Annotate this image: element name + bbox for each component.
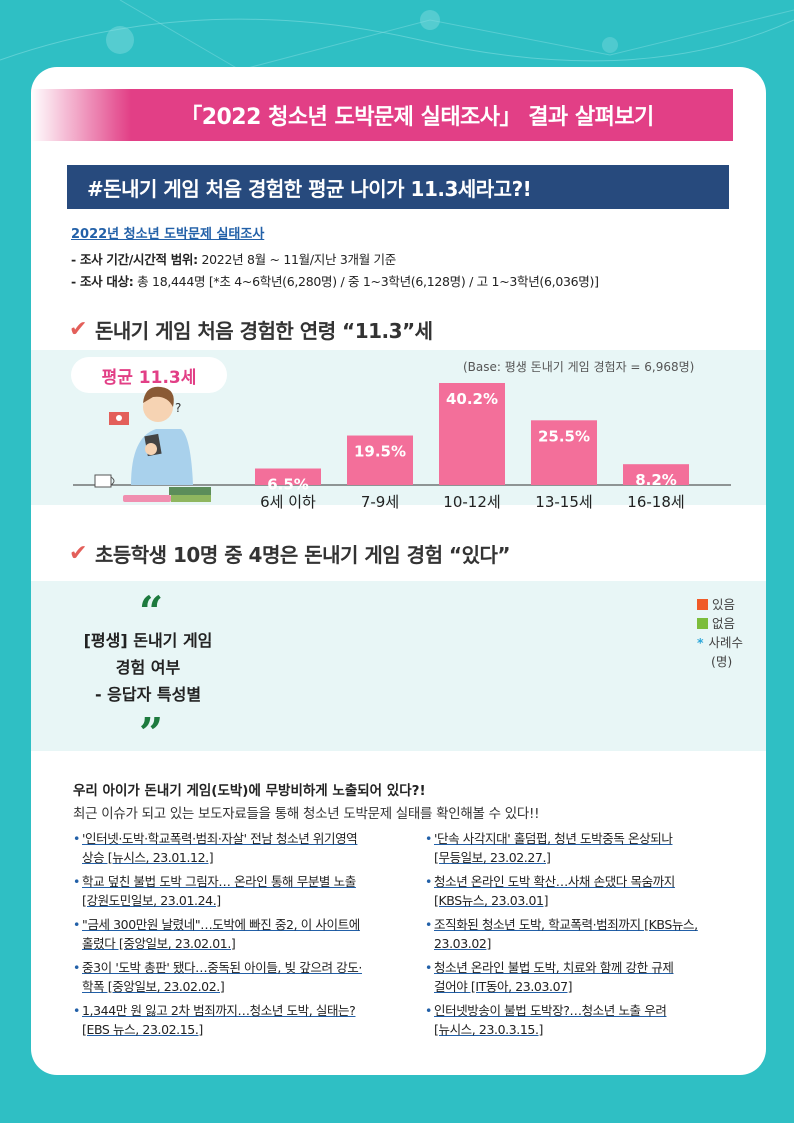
- legend-cases-unit: (명): [711, 654, 733, 669]
- age-category-label: 6세 이하: [260, 493, 316, 511]
- news-item[interactable]: 학교 덮친 불법 도박 그림자… 온라인 통해 무분별 노출[강원도민일보, 2…: [73, 872, 419, 910]
- quote-open-mark: “: [139, 587, 164, 636]
- legend-yes: 있음: [697, 595, 743, 614]
- survey-period-value: 2022년 8월 ~ 11월/지난 3개월 기준: [197, 252, 396, 267]
- age-bar-label: 40.2%: [446, 390, 498, 408]
- legend-cases: * 사례수: [697, 635, 744, 650]
- survey-title-link[interactable]: 2022년 청소년 도박문제 실태조사: [71, 227, 265, 242]
- survey-period-label: - 조사 기간/시간적 범위:: [71, 252, 198, 267]
- survey-target: - 조사 대상: 총 18,444명 [*초 4~6학년(6,280명) / 중…: [71, 271, 599, 290]
- school-chart-label: [평생] 돈내기 게임 경험 여부 - 응답자 특성별: [63, 627, 233, 708]
- label-line1: [평생] 돈내기 게임: [83, 631, 213, 650]
- content-card: 「2022 청소년 도박문제 실태조사」 결과 살펴보기 #돈내기 게임 처음 …: [31, 67, 766, 1075]
- news-list-right: '단속 사각지대' 홀덤펍, 청년 도박중독 온상되나[무등일보, 23.02.…: [425, 829, 755, 1044]
- news-link[interactable]: 조직화된 청소년 도박, 학교폭력·범죄까지 [KBS뉴스,23.03.02]: [434, 917, 698, 951]
- age-bar-label: 25.5%: [538, 427, 590, 445]
- news-item[interactable]: 인터넷방송이 불법 도박장?…청소년 노출 우려[뉴시스, 23.0.3.15.…: [425, 1001, 755, 1039]
- age-bar-label: 6.5%: [267, 476, 309, 494]
- average-age-pill: 평균 11.3세: [71, 357, 227, 393]
- age-category-label: 13-15세: [535, 493, 592, 511]
- label-line2: 경험 여부: [115, 658, 181, 677]
- news-item[interactable]: 청소년 온라인 도박 확산…사채 손댔다 목숨까지[KBS뉴스, 23.03.0…: [425, 872, 755, 910]
- news-item[interactable]: '단속 사각지대' 홀덤펍, 청년 도박중독 온상되나[무등일보, 23.02.…: [425, 829, 755, 867]
- legend-no-swatch: [697, 618, 708, 629]
- news-item[interactable]: 중3이 '도박 총판' 됐다…중독된 아이들, 빚 갚으려 강도·학폭 [중앙일…: [73, 958, 419, 996]
- news-item[interactable]: 조직화된 청소년 도박, 학교폭력·범죄까지 [KBS뉴스,23.03.02]: [425, 915, 755, 953]
- news-link[interactable]: 청소년 온라인 도박 확산…사채 손댔다 목숨까지[KBS뉴스, 23.03.0…: [434, 874, 675, 908]
- news-intro-text: 최근 이슈가 되고 있는 보도자료들을 통해 청소년 도박문제 실태를 확인해볼…: [73, 806, 540, 822]
- svg-text:?: ?: [175, 401, 181, 415]
- section1-heading-text: 돈내기 게임 처음 경험한 연령 “11.3”세: [94, 319, 433, 343]
- section2-heading-text: 초등학생 10명 중 4명은 돈내기 게임 경험 “있다”: [94, 543, 511, 567]
- legend-yes-swatch: [697, 599, 708, 610]
- check-icon: ✔: [69, 541, 87, 566]
- survey-period: - 조사 기간/시간적 범위: 2022년 8월 ~ 11월/지난 3개월 기준: [71, 249, 396, 268]
- chart-legend: 있음 없음 * 사례수 (명): [697, 595, 743, 671]
- survey-target-label: - 조사 대상:: [71, 274, 134, 289]
- age-bar-label: 19.5%: [354, 443, 406, 461]
- section2-heading: ✔ 초등학생 10명 중 4명은 돈내기 게임 경험 “있다”: [69, 539, 511, 568]
- news-link[interactable]: 1,344만 원 잃고 2차 범죄까지…청소년 도박, 실태는?[EBS 뉴스,…: [82, 1003, 356, 1037]
- section1-heading: ✔ 돈내기 게임 처음 경험한 연령 “11.3”세: [69, 315, 433, 344]
- sub-banner: #돈내기 게임 처음 경험한 평균 나이가 11.3세라고?!: [67, 165, 729, 209]
- main-title: 「2022 청소년 도박문제 실태조사」 결과 살펴보기: [31, 89, 733, 141]
- label-line3: - 응답자 특성별: [94, 685, 202, 704]
- news-link[interactable]: 인터넷방송이 불법 도박장?…청소년 노출 우려[뉴시스, 23.0.3.15.…: [434, 1003, 667, 1037]
- age-category-label: 10-12세: [443, 493, 500, 511]
- age-bar: [623, 464, 689, 485]
- news-item[interactable]: 1,344만 원 잃고 2차 범죄까지…청소년 도박, 실태는?[EBS 뉴스,…: [73, 1001, 419, 1039]
- check-icon: ✔: [69, 317, 87, 342]
- age-bar-chart: 6.5%6세 이하 19.5% 7-9세 40.2% 10-12세 25.5% 13-15세…: [255, 383, 689, 511]
- school-chart-panel: [31, 581, 766, 751]
- age-category-label: 16-18세: [627, 493, 684, 511]
- age-bar: [439, 383, 505, 485]
- news-link[interactable]: 중3이 '도박 총판' 됐다…중독된 아이들, 빚 갚으려 강도·학폭 [중앙일…: [82, 960, 362, 994]
- survey-target-value: 총 18,444명 [*초 4~6학년(6,280명) / 중 1~3학년(6,…: [133, 274, 599, 289]
- news-link[interactable]: 학교 덮친 불법 도박 그림자… 온라인 통해 무분별 노출[강원도민일보, 2…: [82, 874, 356, 908]
- age-category-label: 7-9세: [361, 493, 399, 511]
- news-intro-title: 우리 아이가 돈내기 게임(도박)에 무방비하게 노출되어 있다?!: [73, 783, 426, 799]
- age-bar-label: 8.2%: [635, 471, 677, 489]
- age-bar: [531, 420, 597, 485]
- base-note: (Base: 평생 돈내기 게임 경험자 = 6,968명): [463, 360, 695, 374]
- age-bar: [255, 468, 321, 485]
- quote-close-mark: ”: [139, 709, 164, 758]
- news-link[interactable]: '단속 사각지대' 홀덤펍, 청년 도박중독 온상되나[무등일보, 23.02.…: [434, 831, 673, 865]
- age-bar: [347, 435, 413, 485]
- legend-no: 없음: [697, 614, 743, 633]
